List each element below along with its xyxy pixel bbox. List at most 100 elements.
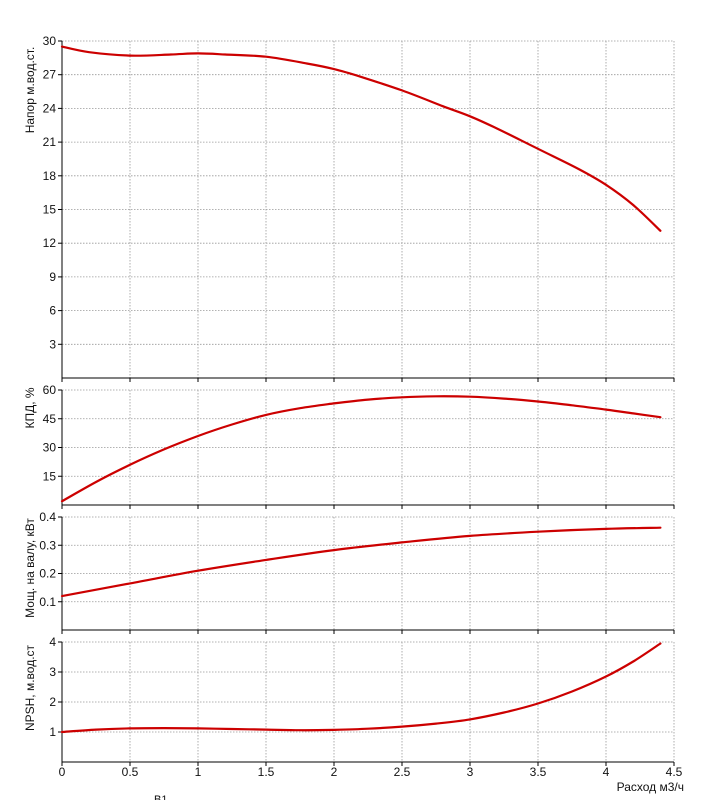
data-point: [88, 51, 90, 53]
x-tick-label: 2.5: [394, 765, 411, 779]
data-point: [231, 728, 233, 730]
y-tick-label: 30: [43, 441, 57, 455]
y-tick-label: 27: [43, 68, 57, 82]
data-point: [333, 549, 335, 551]
x-tick-label: 2: [331, 765, 338, 779]
data-point: [129, 727, 131, 730]
data-point: [469, 718, 471, 721]
data-point: [163, 448, 165, 451]
panel-1: 3 6 9 12 15 18 21 24 27 30 Напор м.вод.ст.: [23, 34, 675, 382]
data-point: [503, 398, 505, 400]
y-tick-label: 2: [49, 695, 56, 709]
series-line-1: [60, 45, 662, 232]
data-point: [129, 582, 131, 584]
data-point: [231, 423, 233, 426]
y-tick-label: 6: [49, 304, 56, 318]
y-axis-title: NPSH, м.вод.ст: [23, 644, 37, 731]
data-point: [95, 729, 97, 731]
data-point: [442, 105, 444, 107]
data-point: [632, 412, 634, 414]
y-tick-label: 0.4: [39, 510, 56, 524]
y-tick-label: 18: [43, 169, 57, 183]
data-point: [61, 46, 63, 48]
data-point: [163, 727, 165, 729]
y-tick-label: 4: [49, 635, 56, 649]
y-axis-title: Напор м.вод.ст.: [23, 47, 37, 134]
panel-4: 1 2 3 4 0 0.5 1 1.5 2 2.5 3 3.5 4 4.5 NPSH, м.вод.ст Ра…: [23, 635, 684, 794]
data-point: [170, 53, 172, 56]
y-tick-label: 45: [43, 412, 57, 426]
data-point: [61, 500, 63, 502]
data-point: [605, 528, 607, 530]
x-tick-label: 0.5: [122, 765, 139, 779]
data-point: [537, 531, 539, 533]
data-point: [659, 527, 662, 529]
y-tick-label: 15: [43, 203, 57, 217]
data-point: [605, 184, 607, 186]
x-tick-label: 3: [467, 765, 474, 779]
data-point: [401, 541, 403, 544]
data-point: [265, 414, 267, 416]
data-point: [605, 408, 607, 411]
data-point: [197, 570, 199, 572]
data-point: [265, 56, 267, 58]
y-tick-label: 9: [49, 270, 56, 284]
y-tick-label: 12: [43, 236, 57, 250]
data-point: [578, 168, 580, 170]
data-point: [659, 416, 662, 418]
y-tick-label: 0.3: [39, 538, 56, 552]
data-point: [367, 728, 369, 730]
data-point: [197, 727, 199, 730]
x-tick-label: 3.5: [530, 765, 547, 779]
data-point: [571, 690, 573, 693]
data-point: [401, 726, 403, 728]
data-point: [659, 642, 662, 645]
data-point: [129, 464, 131, 466]
data-point: [265, 559, 267, 561]
data-point: [360, 76, 362, 78]
data-point: [197, 435, 199, 437]
series-line-1: [60, 526, 662, 598]
data-point: [265, 729, 267, 731]
data-point: [197, 52, 199, 54]
panel-2: 15 30 45 60 КПД, %: [23, 383, 675, 509]
y-tick-label: 0.2: [39, 567, 56, 581]
y-axis-title: Мощ. на валу, кВт: [23, 518, 37, 618]
data-point: [367, 398, 369, 401]
y-tick-label: 15: [43, 469, 57, 483]
x-axis-title: Расход м3/ч: [617, 780, 684, 794]
x-tick-label: 1.5: [258, 765, 275, 779]
x-tick-label: 1: [195, 765, 202, 779]
data-point: [503, 711, 505, 714]
data-point: [333, 68, 335, 70]
series-line-1: [60, 395, 662, 503]
y-tick-label: 3: [49, 337, 56, 351]
x-tick-label: 0: [59, 765, 66, 779]
footer-label: B1: [154, 794, 167, 800]
x-tick-label: 4: [603, 765, 610, 779]
data-point: [659, 230, 662, 232]
data-point: [401, 89, 403, 92]
data-point: [435, 723, 437, 725]
y-tick-label: 30: [43, 34, 57, 48]
data-point: [129, 55, 131, 57]
y-tick-label: 1: [49, 725, 56, 739]
data-point: [333, 402, 335, 405]
data-point: [224, 53, 226, 56]
y-tick-label: 21: [43, 135, 57, 149]
data-point: [435, 395, 437, 397]
data-point: [95, 481, 97, 483]
y-tick-label: 3: [49, 665, 56, 679]
y-tick-label: 0.1: [39, 595, 56, 609]
data-point: [299, 407, 301, 409]
y-axis-title: КПД, %: [23, 387, 37, 428]
data-point: [496, 128, 498, 130]
data-point: [333, 729, 335, 731]
data-point: [537, 148, 539, 150]
data-point: [306, 62, 308, 65]
data-point: [469, 115, 471, 117]
data-point: [632, 204, 634, 206]
y-tick-label: 60: [43, 383, 57, 397]
